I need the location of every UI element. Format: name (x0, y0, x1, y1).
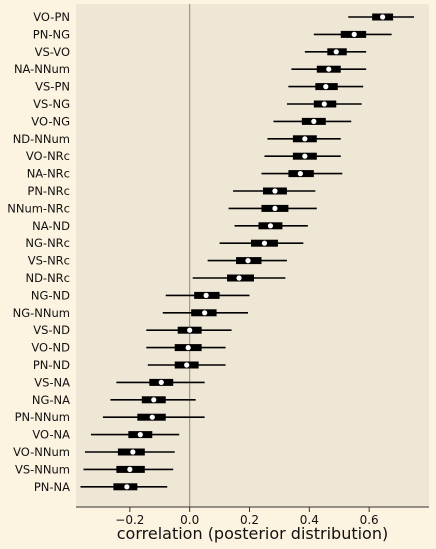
median-point (187, 327, 193, 333)
interval-row (207, 257, 287, 265)
median-point (137, 432, 143, 438)
interval-row (267, 135, 341, 143)
median-point (351, 31, 357, 37)
row-label: VS-PN (35, 80, 70, 94)
x-tick-label: 0.6 (360, 513, 379, 527)
median-point (333, 49, 339, 55)
interval-row (273, 117, 352, 125)
row-label: PN-ND (33, 358, 70, 372)
median-point (323, 84, 329, 90)
median-point (321, 101, 327, 107)
interval-row (192, 274, 286, 282)
x-tick-label: 0.4 (300, 513, 319, 527)
interval-row (261, 170, 343, 178)
row-label: PN-NRc (27, 184, 70, 198)
x-tick-label: 0.0 (180, 513, 199, 527)
row-label: PN-NA (34, 480, 70, 494)
median-point (245, 258, 251, 264)
median-point (267, 223, 274, 229)
median-point (297, 171, 303, 177)
interval-row (146, 326, 232, 334)
row-label: NNum-NRc (7, 201, 70, 215)
interval-row (233, 187, 316, 195)
interval-row (110, 396, 196, 404)
interval-row (228, 204, 317, 212)
interval-row (84, 448, 175, 456)
interval-row (90, 431, 180, 439)
interval-row (304, 48, 367, 56)
row-label: NG-NA (32, 393, 70, 407)
row-label: ND-NRc (25, 271, 70, 285)
median-point (272, 205, 278, 211)
row-label: NA-NRc (27, 167, 70, 181)
median-point (158, 379, 164, 385)
row-label: NA-ND (32, 219, 70, 233)
median-point (185, 345, 191, 351)
interval-row (286, 100, 362, 108)
row-label: PN-NNum (15, 410, 70, 424)
row-label: VO-ND (31, 341, 70, 355)
median-point (302, 153, 308, 159)
interval-row (264, 152, 341, 160)
median-point (149, 414, 155, 420)
median-point (261, 240, 268, 246)
row-label: PN-NG (33, 27, 70, 41)
interval-row (147, 361, 226, 369)
interval-row (162, 309, 249, 317)
interval-row (291, 65, 367, 73)
median-point (380, 14, 386, 20)
median-point (302, 136, 308, 142)
row-label: NG-ND (31, 288, 70, 302)
row-label: NG-NRc (25, 236, 70, 250)
row-label: NG-NNum (13, 306, 70, 320)
x-tick-label: 0.2 (240, 513, 259, 527)
median-point (326, 66, 332, 72)
row-label: ND-NNum (13, 132, 70, 146)
interval-row (313, 30, 392, 38)
interval-row (146, 344, 226, 352)
row-label: NA-NNum (14, 62, 70, 76)
interval-row (80, 483, 168, 491)
row-label: VO-PN (33, 10, 70, 24)
x-axis-title: correlation (posterior distribution) (117, 524, 388, 543)
interval-row (83, 465, 174, 473)
median-point (127, 466, 133, 472)
interval-row (288, 83, 364, 91)
median-point (130, 449, 136, 455)
interval-row (116, 378, 205, 386)
interval-row (102, 413, 205, 421)
row-label: VS-NNum (15, 462, 70, 476)
median-point (151, 397, 157, 403)
row-label: VO-NNum (13, 445, 70, 459)
plot-area (76, 4, 429, 507)
median-point (236, 275, 242, 281)
interval-row (234, 222, 308, 230)
x-tick-label: −0.2 (115, 513, 144, 527)
row-label: VO-NA (32, 428, 70, 442)
interval-row (165, 291, 250, 299)
row-label: VS-NG (33, 97, 70, 111)
median-point (124, 484, 130, 490)
row-label: VS-NRc (28, 254, 70, 268)
row-label: VO-NRc (26, 149, 70, 163)
median-point (203, 292, 209, 298)
row-label: VO-NG (31, 114, 70, 128)
median-point (311, 118, 317, 124)
interval-row (219, 239, 304, 247)
interval-row (348, 13, 415, 21)
row-label: VS-NA (34, 375, 70, 389)
row-label: VS-ND (33, 323, 70, 337)
median-point (184, 362, 190, 368)
median-point (202, 310, 208, 316)
row-label: VS-VO (35, 45, 70, 59)
median-point (272, 188, 278, 194)
